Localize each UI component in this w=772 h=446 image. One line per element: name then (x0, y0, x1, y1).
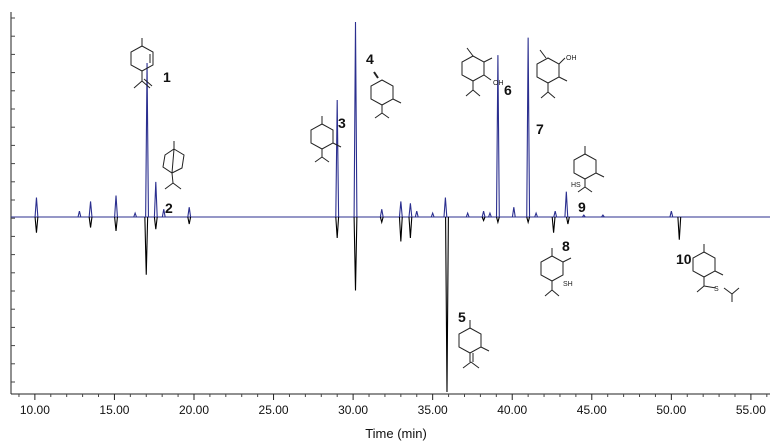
peak-down-12 (481, 216, 486, 222)
peak-down-7 (353, 216, 358, 291)
peak-label-3: 3 (338, 115, 346, 131)
peak-down-4 (153, 216, 158, 230)
structure-5-drawing (458, 320, 490, 369)
peak-up-19 (488, 211, 492, 218)
x-tick-label-4: 30.00 (338, 403, 368, 417)
structure-10-drawing (692, 244, 740, 302)
x-tick-label-6: 40.00 (497, 403, 527, 417)
peak-up-0 (34, 197, 39, 218)
peak-up-13 (408, 203, 413, 218)
peak-up-17 (465, 211, 470, 218)
x-tick-label-9: 55.00 (736, 403, 766, 417)
peak-up-28 (669, 211, 674, 218)
peak-up-1 (77, 211, 82, 218)
peak-down-15 (551, 216, 556, 233)
y-minor-ticks (11, 17, 15, 383)
peak-down-0 (34, 216, 39, 233)
structure-8-drawing (540, 248, 572, 297)
structure-10-s: S (714, 286, 719, 293)
structure-4-drawing (370, 71, 402, 119)
peak-up-5 (145, 62, 149, 218)
peak-down-17 (677, 216, 682, 240)
peak-down-10 (408, 216, 413, 239)
structure-9-hs: HS (571, 182, 581, 189)
series-down (34, 216, 682, 393)
x-tick-label-1: 15.00 (99, 403, 129, 417)
x-tick-label-0: 10.00 (20, 403, 50, 417)
structure-3-drawing (310, 116, 342, 163)
peak-up-21 (511, 207, 516, 218)
peak-up-20 (495, 55, 500, 218)
peak-up-12 (398, 201, 403, 218)
structure-6-drawing (461, 47, 493, 97)
traces (34, 21, 682, 393)
peak-up-24 (553, 211, 558, 218)
peak-label-2: 2 (165, 200, 173, 216)
peak-up-9 (335, 99, 340, 218)
peak-label-7: 7 (536, 121, 544, 137)
x-tick-label-7: 45.00 (577, 403, 607, 417)
x-ticks: 10.00 15.00 20.00 25.00 30.00 35.00 40.00 45.00… (18, 394, 768, 417)
structure-8-sh: SH (563, 281, 573, 288)
peak-up-14 (414, 211, 419, 218)
peak-up-6 (153, 181, 158, 218)
peak-up-11 (379, 209, 384, 218)
peak-label-8: 8 (562, 238, 570, 254)
peak-down-16 (565, 216, 570, 225)
series-up (34, 21, 674, 218)
peak-up-23 (534, 211, 539, 218)
peak-up-26 (581, 214, 586, 218)
peak-up-27 (601, 214, 605, 218)
peak-up-25 (564, 191, 569, 218)
peak-down-14 (526, 216, 531, 225)
peak-up-15 (430, 211, 435, 218)
peak-label-10: 10 (676, 251, 692, 267)
peak-down-6 (335, 216, 340, 239)
peak-label-6: 6 (504, 82, 512, 98)
peak-up-10 (353, 21, 358, 218)
x-tick-label-2: 20.00 (179, 403, 209, 417)
structure-1-drawing (130, 38, 154, 89)
peak-up-2 (88, 201, 93, 218)
peak-down-11 (445, 216, 449, 393)
structure-7-oh: OH (566, 55, 577, 62)
peak-down-13 (495, 216, 500, 225)
peak-labels: 1 2 3 4 5 6 7 8 9 10 (163, 51, 692, 325)
peak-down-8 (379, 216, 384, 225)
x-tick-label-8: 50.00 (656, 403, 686, 417)
peak-up-8 (187, 207, 192, 218)
peak-label-9: 9 (578, 199, 586, 215)
structure-2-drawing (162, 141, 185, 190)
x-axis-title: Time (min) (365, 426, 427, 441)
peak-label-4: 4 (366, 51, 374, 67)
peak-label-5: 5 (458, 309, 466, 325)
peak-up-18 (481, 211, 486, 218)
peak-up-16 (443, 197, 448, 218)
peak-down-1 (88, 216, 93, 228)
structure-6-oh: OH (493, 80, 504, 87)
peak-up-3 (114, 195, 118, 218)
peak-up-4 (133, 211, 138, 218)
peak-label-1: 1 (163, 69, 171, 85)
peak-down-9 (398, 216, 403, 242)
axes: 10.00 15.00 20.00 25.00 30.00 35.00 40.00 45.00… (10, 12, 770, 441)
peak-down-3 (144, 216, 149, 275)
structure-9-drawing (573, 146, 605, 193)
peak-up-22 (526, 37, 531, 218)
x-tick-label-3: 25.00 (259, 403, 289, 417)
peak-down-5 (187, 216, 192, 225)
x-tick-label-5: 35.00 (418, 403, 448, 417)
structure-7-drawing (536, 49, 568, 99)
peak-up-7 (161, 209, 166, 218)
peak-down-2 (114, 216, 118, 232)
